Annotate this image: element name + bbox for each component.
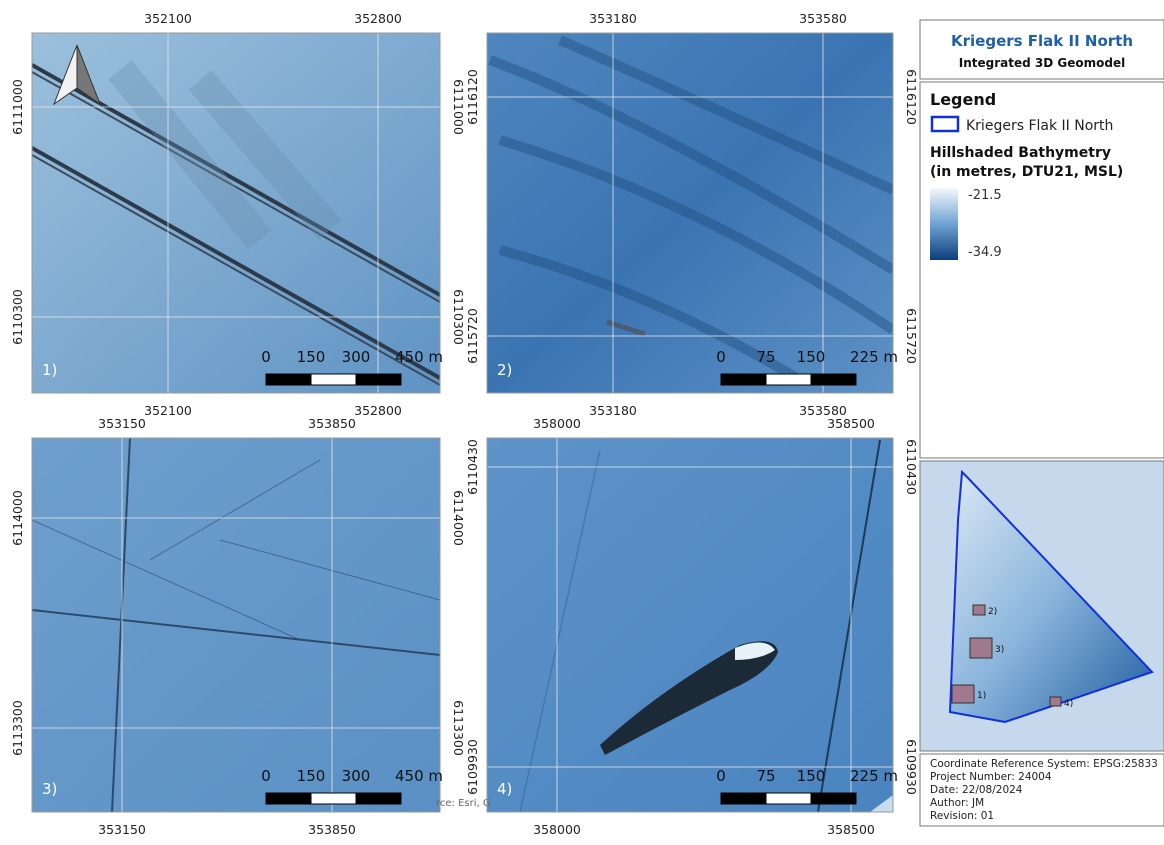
x-coord-label: 353850 (308, 416, 356, 431)
scale-label: 450 m (395, 348, 443, 366)
extent-box (952, 685, 974, 703)
extent-label: 3) (995, 645, 1004, 655)
x-coord-label: 352800 (354, 403, 402, 418)
scale-label: 225 m (850, 348, 898, 366)
scale-label: 450 m (395, 767, 443, 785)
y-coord-label: 6111000 (10, 79, 25, 135)
scale-label: 0 (716, 767, 726, 785)
scale-label: 75 (756, 767, 775, 785)
y-coord-label: 6114000 (10, 490, 25, 546)
x-coord-label: 358500 (827, 416, 875, 431)
x-coord-label: 352100 (144, 403, 192, 418)
scale-bar-segment (811, 374, 856, 385)
extent-box (973, 605, 985, 615)
y-coord-label: 6116120 (904, 69, 919, 125)
extent-label: 2) (988, 607, 997, 617)
panel-label: 2) (497, 361, 512, 379)
extent-box (970, 638, 992, 658)
x-coord-label: 358500 (827, 822, 875, 837)
scale-bar-segment (266, 793, 311, 804)
scale-label: 300 (342, 348, 371, 366)
y-coord-label: 6111000 (451, 79, 466, 135)
scale-bar-segment (266, 374, 311, 385)
y-coord-label: 6115720 (904, 308, 919, 364)
extent-label: 4) (1064, 699, 1073, 709)
info-line: Revision: 01 (930, 810, 994, 822)
y-coord-label: 6113300 (451, 700, 466, 756)
scale-label: 150 (797, 767, 826, 785)
x-coord-label: 353180 (589, 403, 637, 418)
map-panel (487, 438, 893, 812)
scale-label: 300 (342, 767, 371, 785)
scale-bar-segment (811, 793, 856, 804)
info-line: Date: 22/08/2024 (930, 784, 1023, 796)
x-coord-label: 352100 (144, 11, 192, 26)
ramp-min: -34.9 (968, 245, 1002, 260)
y-coord-label: 6110300 (10, 289, 25, 345)
scale-label: 150 (297, 348, 326, 366)
extent-box (1050, 697, 1061, 706)
scale-label: 0 (261, 767, 271, 785)
x-coord-label: 352800 (354, 11, 402, 26)
scale-bar-segment (311, 793, 356, 804)
legend-title: Legend (930, 90, 996, 109)
x-coord-label: 353580 (799, 11, 847, 26)
extent-label: 1) (977, 691, 986, 701)
map-panel (32, 438, 440, 812)
scale-label: 150 (297, 767, 326, 785)
scale-bar-segment (356, 374, 401, 385)
scale-label: 0 (261, 348, 271, 366)
x-coord-label: 358000 (533, 822, 581, 837)
panel-label: 3) (42, 780, 57, 798)
y-coord-label: 6109930 (465, 739, 480, 795)
x-coord-label: 358000 (533, 416, 581, 431)
x-coord-label: 353150 (98, 416, 146, 431)
color-ramp (930, 188, 958, 260)
legend-item: Kriegers Flak II North (966, 118, 1113, 134)
y-coord-label: 6110430 (904, 439, 919, 495)
y-coord-label: 6110300 (451, 289, 466, 345)
x-coord-label: 353180 (589, 11, 637, 26)
subtitle: Integrated 3D Geomodel (959, 56, 1125, 70)
raster-title: Hillshaded Bathymetry (930, 145, 1111, 161)
title: Kriegers Flak II North (951, 32, 1133, 50)
scale-label: 225 m (850, 767, 898, 785)
y-coord-label: 6109930 (904, 739, 919, 795)
scale-label: 150 (797, 348, 826, 366)
page: {"header":{"title":"Kriegers Flak II Nor… (0, 0, 1164, 841)
scale-bar-segment (311, 374, 356, 385)
info-line: Coordinate Reference System: EPSG:25833 (930, 758, 1158, 770)
map-layout: 3521003521003528003528006111000611100061… (0, 0, 1164, 841)
scale-bar-segment (766, 793, 811, 804)
scale-bar-segment (721, 793, 766, 804)
x-coord-label: 353850 (308, 822, 356, 837)
legend-box (920, 82, 1164, 458)
ramp-max: -21.5 (968, 188, 1002, 203)
info-line: Project Number: 24004 (930, 771, 1052, 783)
scale-bar-segment (766, 374, 811, 385)
raster-title: (in metres, DTU21, MSL) (930, 164, 1123, 180)
scale-bar-segment (356, 793, 401, 804)
scale-bar-segment (721, 374, 766, 385)
scale-label: 75 (756, 348, 775, 366)
info-line: Author: JM (930, 797, 984, 809)
panel-label: 1) (42, 361, 57, 379)
x-coord-label: 353150 (98, 822, 146, 837)
scale-label: 0 (716, 348, 726, 366)
y-coord-label: 6115720 (465, 308, 480, 364)
y-coord-label: 6116120 (465, 69, 480, 125)
y-coord-label: 6113300 (10, 700, 25, 756)
panel-label: 4) (497, 780, 512, 798)
y-coord-label: 6110430 (465, 439, 480, 495)
y-coord-label: 6114000 (451, 490, 466, 546)
attribution: rce: Esri, G (436, 798, 491, 809)
